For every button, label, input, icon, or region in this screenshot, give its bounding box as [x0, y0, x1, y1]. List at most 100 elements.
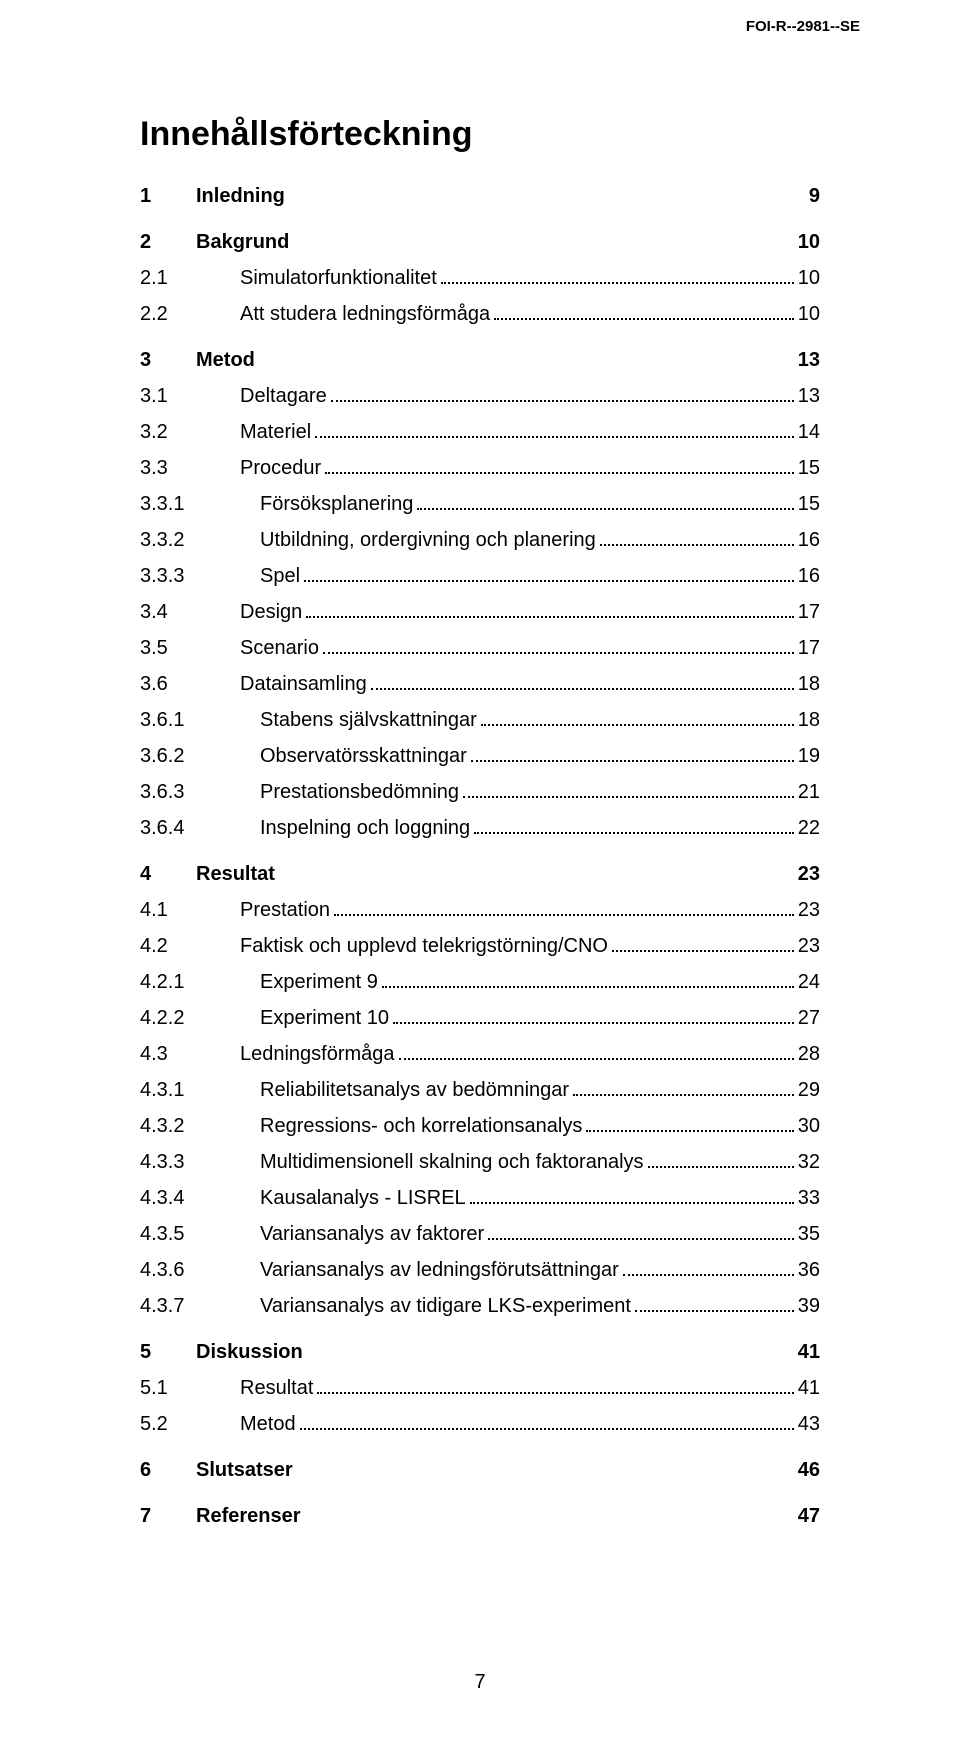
toc-entry-number: 2.2 — [140, 304, 240, 324]
toc-entry-page: 14 — [798, 422, 820, 442]
toc-entry-page: 13 — [798, 386, 820, 406]
toc-leader-dots — [488, 1222, 794, 1240]
toc-entry-page: 27 — [798, 1008, 820, 1028]
toc-list: 1Inledning92Bakgrund102.1Simulatorfunkti… — [140, 186, 820, 1526]
toc-entry-label: Slutsatser — [196, 1460, 293, 1480]
toc-entry-number: 3.3.2 — [140, 530, 260, 550]
toc-entry: 4.3.7Variansanalys av tidigare LKS-exper… — [140, 1294, 820, 1316]
toc-entry-number: 2 — [140, 232, 196, 252]
toc-entry-page: 41 — [798, 1378, 820, 1398]
toc-leader-dots — [393, 1006, 794, 1024]
toc-entry: 3.5Scenario17 — [140, 636, 820, 658]
toc-entry-label: Experiment 9 — [260, 972, 378, 992]
toc-entry: 4.3Ledningsförmåga28 — [140, 1042, 820, 1064]
toc-entry-label: Regressions- och korrelationsanalys — [260, 1116, 582, 1136]
toc-entry: 4Resultat23 — [140, 864, 820, 884]
toc-entry-number: 4.2.2 — [140, 1008, 260, 1028]
toc-leader-dots — [494, 302, 794, 320]
toc-entry-page: 22 — [798, 818, 820, 838]
toc-entry-number: 4.3.3 — [140, 1152, 260, 1172]
toc-entry: 4.3.4Kausalanalys - LISREL33 — [140, 1186, 820, 1208]
toc-entry: 4.2Faktisk och upplevd telekrigstörning/… — [140, 934, 820, 956]
toc-entry-label: Deltagare — [240, 386, 327, 406]
toc-leader-dots — [417, 492, 793, 510]
toc-entry: 3.6.2Observatörsskattningar19 — [140, 744, 820, 766]
toc-entry-page: 18 — [798, 710, 820, 730]
toc-entry-label: Resultat — [240, 1378, 313, 1398]
toc-leader-dots — [612, 934, 794, 952]
toc-entry-page: 16 — [798, 530, 820, 550]
toc-entry: 3.6.3Prestationsbedömning21 — [140, 780, 820, 802]
toc-entry-label: Observatörsskattningar — [260, 746, 467, 766]
toc-entry-label: Materiel — [240, 422, 311, 442]
toc-entry-number: 3.3 — [140, 458, 240, 478]
toc-entry: 3.2Materiel 14 — [140, 420, 820, 442]
toc-entry-number: 3.6.3 — [140, 782, 260, 802]
toc-entry-page: 29 — [798, 1080, 820, 1100]
toc-leader-dots — [315, 420, 794, 438]
toc-entry-number: 3.3.1 — [140, 494, 260, 514]
toc-leader-dots — [382, 970, 794, 988]
toc-entry: 4.3.5Variansanalys av faktorer35 — [140, 1222, 820, 1244]
toc-entry-label: Procedur — [240, 458, 321, 478]
toc-leader-dots — [470, 1186, 794, 1204]
toc-entry-label: Resultat — [196, 864, 275, 884]
toc-entry: 3Metod13 — [140, 350, 820, 370]
toc-entry-label: Stabens självskattningar — [260, 710, 477, 730]
toc-entry-label: Variansanalys av ledningsförutsättningar — [260, 1260, 619, 1280]
toc-leader-dots — [441, 266, 794, 284]
toc-title: Innehållsförteckning — [140, 115, 820, 154]
toc-entry-label: Bakgrund — [196, 232, 289, 252]
toc-entry-page: 23 — [798, 936, 820, 956]
toc-entry-label: Diskussion — [196, 1342, 303, 1362]
toc-leader-dots — [471, 744, 794, 762]
toc-entry-page: 9 — [809, 186, 820, 206]
toc-entry-number: 4.2.1 — [140, 972, 260, 992]
toc-leader-dots — [306, 600, 793, 618]
toc-entry: 6Slutsatser46 — [140, 1460, 820, 1480]
toc-entry-number: 3.3.3 — [140, 566, 260, 586]
toc-entry-label: Att studera ledningsförmåga — [240, 304, 490, 324]
toc-leader-dots — [371, 672, 794, 690]
toc-leader-dots — [334, 898, 794, 916]
toc-entry-number: 7 — [140, 1506, 196, 1526]
toc-leader-dots — [300, 1412, 794, 1430]
document-header: FOI-R--2981--SE — [746, 18, 860, 35]
toc-entry-number: 3.6.2 — [140, 746, 260, 766]
toc-entry-label: Faktisk och upplevd telekrigstörning/CNO — [240, 936, 608, 956]
toc-entry-page: 41 — [798, 1342, 820, 1362]
toc-entry-page: 18 — [798, 674, 820, 694]
toc-entry-number: 4.3.2 — [140, 1116, 260, 1136]
toc-entry-page: 30 — [798, 1116, 820, 1136]
toc-entry-number: 3.5 — [140, 638, 240, 658]
toc-entry-page: 10 — [798, 268, 820, 288]
toc-entry-page: 23 — [798, 900, 820, 920]
toc-entry-number: 3.4 — [140, 602, 240, 622]
page-number: 7 — [0, 1671, 960, 1694]
toc-entry-label: Metod — [196, 350, 255, 370]
toc-leader-dots — [325, 456, 794, 474]
toc-leader-dots — [600, 528, 794, 546]
toc-entry: 1Inledning9 — [140, 186, 820, 206]
toc-entry-number: 4.2 — [140, 936, 240, 956]
toc-leader-dots — [586, 1114, 793, 1132]
toc-entry-label: Prestationsbedömning — [260, 782, 459, 802]
toc-leader-dots — [317, 1376, 793, 1394]
toc-entry-number: 3 — [140, 350, 196, 370]
toc-entry: 5.2Metod43 — [140, 1412, 820, 1434]
toc-entry-number: 4.3.7 — [140, 1296, 260, 1316]
toc-entry-number: 3.6.4 — [140, 818, 260, 838]
toc-entry-number: 3.6 — [140, 674, 240, 694]
toc-entry-number: 4 — [140, 864, 196, 884]
toc-entry-label: Experiment 10 — [260, 1008, 389, 1028]
toc-entry: 3.1Deltagare13 — [140, 384, 820, 406]
toc-entry-number: 3.2 — [140, 422, 240, 442]
toc-entry-number: 5.1 — [140, 1378, 240, 1398]
toc-entry-number: 4.3.4 — [140, 1188, 260, 1208]
toc-leader-dots — [623, 1258, 794, 1276]
page: FOI-R--2981--SE Innehållsförteckning 1In… — [0, 0, 960, 1748]
toc-entry-page: 10 — [798, 232, 820, 252]
toc-entry-label: Prestation — [240, 900, 330, 920]
toc-entry: 2.2Att studera ledningsförmåga10 — [140, 302, 820, 324]
toc-entry-page: 15 — [798, 458, 820, 478]
